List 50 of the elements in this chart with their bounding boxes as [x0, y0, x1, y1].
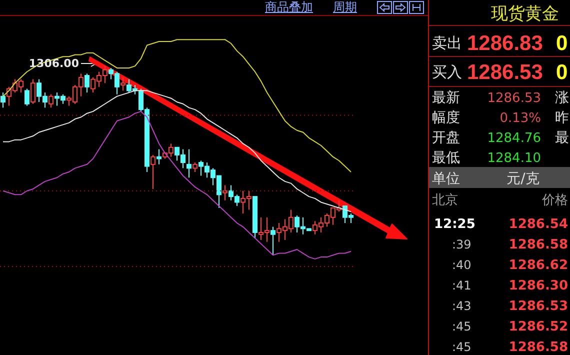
text: 商品叠加	[265, 0, 313, 14]
text: 幅度	[432, 110, 460, 126]
text: 最	[555, 130, 569, 146]
text: 0.13%	[500, 111, 541, 126]
text: 1286.53	[467, 61, 543, 84]
text: 1286.53	[487, 91, 541, 106]
text: :45	[452, 320, 472, 334]
text: 12:25	[434, 217, 476, 232]
candlestick	[192, 162, 198, 172]
candlestick	[150, 154, 156, 190]
text: :43	[452, 299, 472, 313]
candlestick	[156, 148, 162, 165]
candlestick	[0, 92, 6, 108]
text: 昨	[555, 110, 569, 126]
text: :39	[452, 238, 472, 252]
candlestick	[120, 76, 126, 92]
text: 1286.58	[508, 238, 568, 252]
text: 1284.76	[487, 131, 541, 146]
candlestick	[48, 94, 54, 108]
text: 0	[556, 32, 568, 55]
text: 周期	[333, 0, 357, 14]
text: 单位	[432, 171, 460, 187]
text: :41	[452, 278, 472, 292]
text: 1286.54	[508, 217, 568, 232]
text: 开盘	[432, 130, 460, 146]
text: 最新	[432, 90, 460, 106]
candlestick	[84, 73, 90, 94]
text: 1286.62	[508, 258, 568, 273]
text: 0	[556, 61, 568, 84]
text: :40	[452, 258, 472, 272]
text: 1284.10	[487, 151, 541, 166]
text: 卖出	[432, 34, 462, 52]
text: 1286.83	[467, 32, 543, 55]
text: 买入	[432, 63, 462, 81]
text: 1286.58	[508, 340, 568, 355]
text: 价格	[541, 193, 568, 208]
candlestick	[24, 88, 30, 106]
candlestick	[222, 184, 228, 201]
candlestick	[270, 226, 276, 256]
text: 元/克	[506, 171, 540, 187]
candlestick	[30, 78, 36, 104]
text: 最低	[432, 150, 460, 166]
text: 1286.53	[508, 299, 568, 314]
text: :45	[452, 340, 472, 354]
candlestick	[186, 148, 192, 178]
text: 现货黄金	[491, 4, 559, 24]
text: 涨	[555, 90, 569, 106]
text: 1286.30	[508, 278, 568, 294]
text: 1286.52	[508, 320, 568, 334]
text: 北京	[432, 193, 458, 208]
